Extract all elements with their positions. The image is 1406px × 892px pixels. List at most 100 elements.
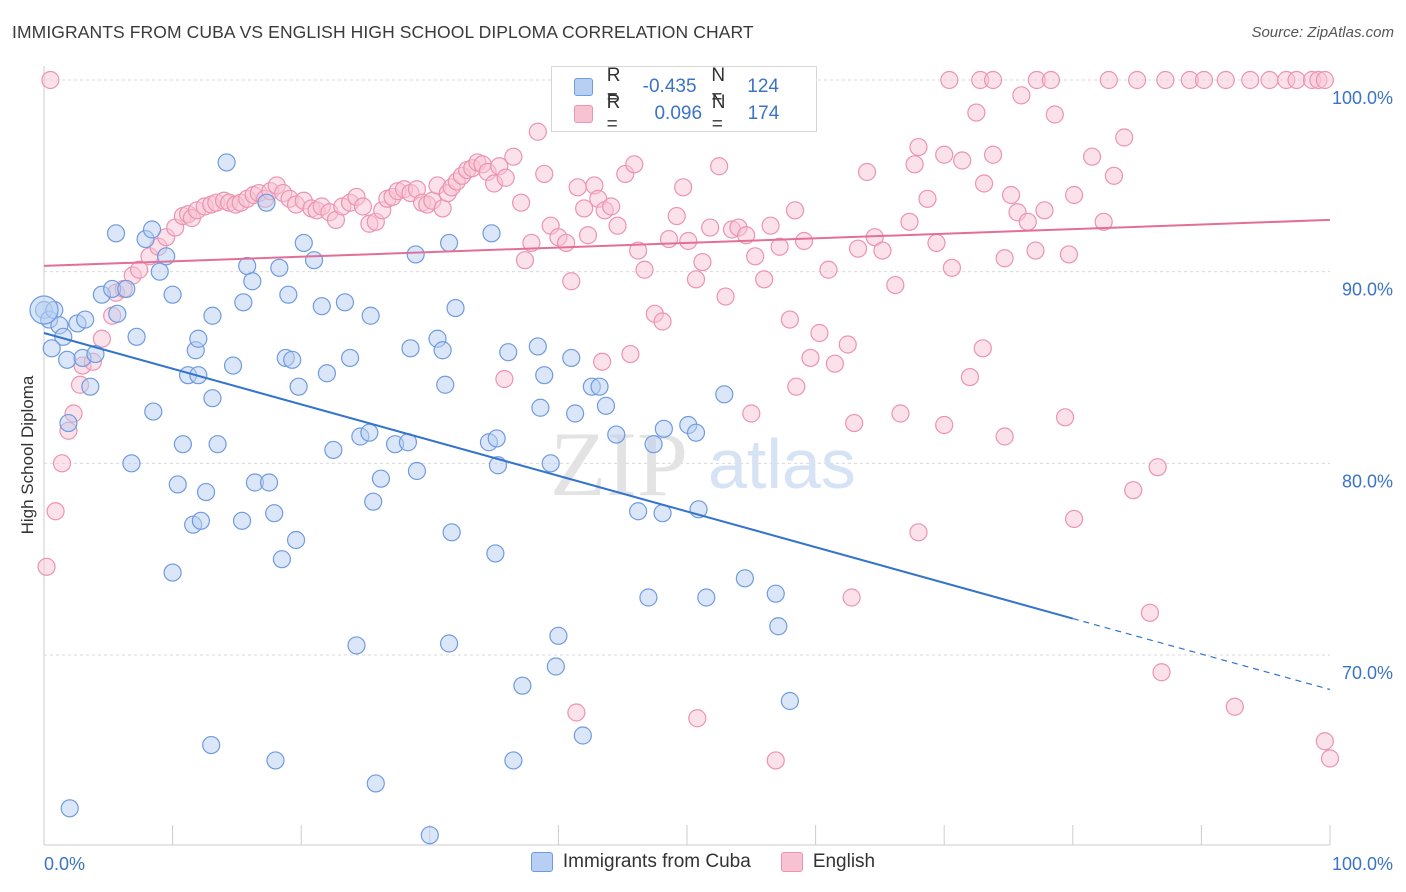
english-point — [522, 233, 541, 253]
english-point — [819, 260, 838, 279]
english-point — [496, 168, 515, 187]
english-point — [1225, 697, 1244, 716]
english-point — [1012, 86, 1031, 105]
cuba-point — [259, 473, 279, 492]
english-point — [1140, 603, 1160, 622]
legend-swatch-english — [574, 105, 593, 123]
english-point — [716, 287, 735, 306]
english-point — [935, 145, 954, 164]
english-point — [679, 231, 698, 251]
y-tick-label: 90.0% — [1342, 280, 1393, 300]
cuba-point — [340, 348, 360, 368]
english-point — [891, 404, 910, 423]
cuba-point — [234, 293, 253, 312]
english-point — [562, 272, 581, 291]
cuba-point — [406, 245, 425, 264]
series-english-points — [37, 70, 1340, 770]
legend-n-label: N = — [711, 92, 726, 135]
y-tick-label: 100.0% — [1332, 88, 1393, 108]
english-point — [512, 193, 531, 212]
cuba-point — [436, 375, 455, 394]
watermark-atlas: atlas — [708, 425, 856, 503]
cuba-point — [304, 251, 324, 270]
cuba-point — [217, 153, 236, 172]
english-point — [900, 212, 919, 231]
chart-title: IMMIGRANTS FROM CUBA VS ENGLISH HIGH SCH… — [12, 22, 754, 42]
legend-swatch-english — [780, 852, 803, 872]
english-point — [918, 189, 937, 208]
english-point — [1059, 245, 1079, 264]
cuba-point — [283, 350, 302, 369]
cuba-point — [629, 502, 648, 521]
english-point — [1115, 128, 1134, 147]
cuba-point — [286, 530, 306, 550]
english-point — [1194, 70, 1214, 90]
legend-r-value: 0.096 — [654, 103, 703, 124]
english-point — [659, 229, 679, 249]
cuba-point — [446, 298, 465, 318]
cuba-point — [122, 454, 141, 473]
cuba-point — [401, 339, 420, 358]
cuba-point — [29, 295, 59, 325]
cuba-point — [238, 256, 257, 276]
english-point — [1055, 408, 1075, 427]
english-point — [1026, 241, 1045, 260]
cuba-point — [766, 584, 785, 603]
legend-n-label: N = — [711, 65, 726, 108]
cuba-point — [203, 389, 222, 408]
cuba-point — [780, 691, 799, 711]
cuba-point — [42, 339, 61, 358]
cuba-point — [504, 751, 523, 770]
trend-lines — [43, 218, 1331, 691]
english-point — [674, 178, 693, 197]
english-point — [1094, 212, 1113, 231]
english-point — [873, 241, 892, 260]
english-point — [495, 369, 514, 389]
trend-line-cuba-extension — [1072, 618, 1331, 691]
cuba-point — [499, 343, 518, 362]
source-label: Source: ZipAtlas.com — [1251, 24, 1394, 41]
english-point — [1148, 458, 1167, 477]
cuba-point — [60, 799, 79, 818]
cuba-point — [223, 356, 243, 375]
cuba-point — [735, 569, 754, 588]
english-point — [1035, 201, 1054, 220]
english-point — [983, 145, 1003, 164]
english-point — [857, 162, 877, 182]
cuba-point — [420, 826, 439, 845]
cuba-point — [361, 306, 380, 325]
cuba-point — [272, 550, 292, 569]
english-point — [686, 270, 706, 289]
cuba-point — [407, 461, 427, 481]
legend-swatch-cuba — [574, 78, 593, 96]
english-point — [940, 70, 959, 90]
cuba-point — [590, 377, 609, 396]
english-point — [593, 352, 612, 371]
english-point — [353, 197, 373, 216]
english-point — [842, 588, 861, 607]
axes — [43, 66, 1331, 846]
english-point — [578, 226, 598, 245]
cuba-point — [535, 366, 554, 385]
cuba-point — [127, 327, 146, 346]
legend-row-cuba: R = -0.435 N = 124 — [574, 65, 816, 108]
english-point — [575, 199, 594, 218]
cuba-point — [433, 341, 452, 360]
english-point — [667, 206, 686, 226]
english-point — [960, 367, 980, 387]
english-point — [130, 260, 149, 279]
english-point — [515, 251, 535, 270]
english-point — [1216, 70, 1235, 90]
english-point — [995, 427, 1014, 446]
english-point — [1041, 70, 1061, 90]
cuba-point — [232, 511, 252, 530]
english-point — [780, 310, 799, 329]
cuba-point — [549, 626, 568, 645]
english-point — [557, 233, 576, 253]
cuba-point — [639, 588, 658, 607]
english-point — [504, 147, 523, 166]
english-point — [41, 70, 60, 90]
english-point — [621, 344, 640, 364]
legend-item-english: English — [780, 851, 875, 873]
english-point — [787, 377, 806, 396]
